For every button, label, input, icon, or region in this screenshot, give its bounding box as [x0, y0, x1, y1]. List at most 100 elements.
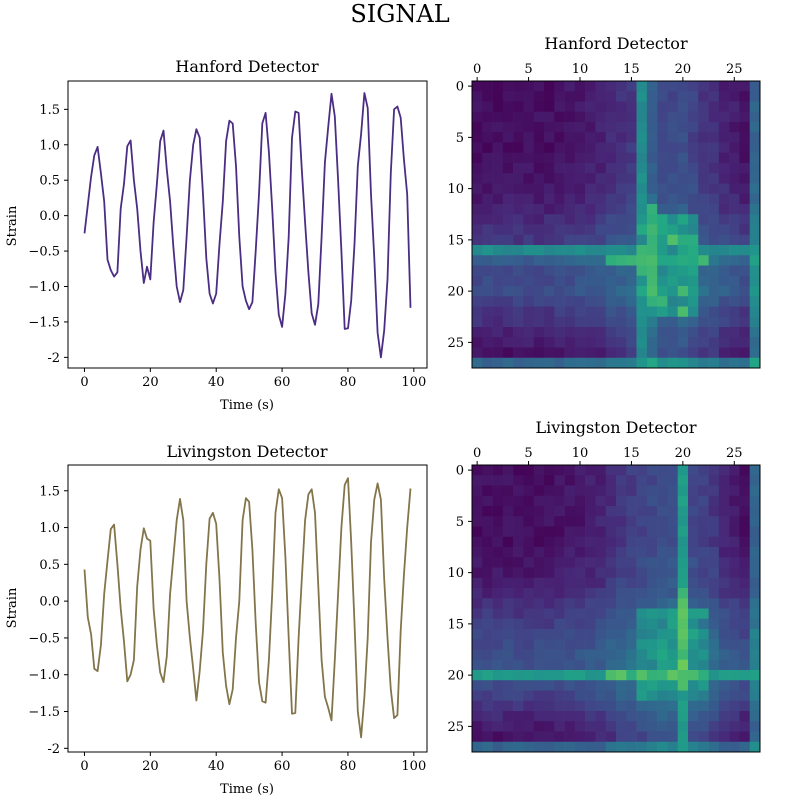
hanford-heatmap-cell	[657, 173, 668, 184]
livingston-heatmap-cell	[472, 547, 483, 558]
hanford-heatmap-cell	[708, 255, 720, 266]
hanford-heatmap-cell	[677, 327, 689, 338]
hanford-heatmap-cell	[646, 142, 658, 154]
livingston-heatmap-cell	[718, 588, 730, 599]
hanford-heatmap-cell	[595, 111, 607, 123]
hanford-heatmap-cell	[574, 337, 586, 348]
livingston-heatmap-cell	[657, 465, 668, 476]
hanford-heatmap-cell	[544, 91, 555, 102]
livingston-heatmap-cell	[739, 577, 751, 589]
hanford-heatmap-cell	[595, 122, 607, 133]
hanford-heatmap-cell	[688, 337, 699, 348]
livingston-heatmap-cell	[677, 485, 689, 497]
livingston-heatmap-cell	[739, 506, 751, 517]
hanford-heatmap-cell	[502, 224, 514, 236]
livingston-line-ylabel: Strain	[5, 587, 20, 628]
livingston-heatmap-cell	[667, 608, 679, 620]
hanford-heatmap-cell	[708, 286, 720, 297]
livingston-heatmap-cell	[554, 659, 565, 671]
livingston-heatmap-cell	[616, 465, 627, 476]
livingston-heatmap-cell	[472, 741, 483, 753]
livingston-heatmap-cell	[595, 741, 607, 753]
hanford-heatmap-cell	[523, 101, 535, 113]
hanford-heatmap-cell	[574, 296, 586, 307]
livingston-heatmap-cell	[544, 700, 555, 712]
livingston-heatmap-cell	[698, 690, 709, 702]
hanford-heatmap-cell	[502, 173, 514, 184]
livingston-heatmap-cell	[729, 475, 740, 486]
hanford-heatmap-cell	[595, 81, 607, 92]
livingston-heatmap-cell	[605, 711, 617, 722]
hanford-heatmap-cell	[626, 316, 637, 328]
hanford-heatmap-cell	[472, 275, 483, 287]
hanford-heatmap-cell	[472, 327, 483, 338]
livingston-heatmap-cell	[646, 618, 658, 630]
hanford-heatmap-cell	[616, 224, 627, 236]
livingston-heatmap-cell	[502, 629, 514, 640]
livingston-heatmap-cell	[688, 506, 699, 517]
hanford-heatmap-cell	[533, 306, 545, 318]
hanford-heatmap-cell	[605, 245, 617, 256]
hanford-heatmap-cell	[729, 163, 740, 174]
livingston-heatmap-cell	[544, 618, 555, 630]
hanford-heatmap-cell	[513, 214, 524, 225]
livingston-heatmap-cell	[698, 629, 709, 640]
livingston-heatmap-cell	[482, 465, 493, 476]
livingston-heatmap-cell	[657, 547, 668, 558]
hanford-heatmap-cell	[605, 173, 617, 184]
livingston-heatmap-cell	[544, 670, 555, 681]
livingston-heatmap-cell	[574, 475, 586, 486]
hanford-heatmap-cell	[513, 183, 524, 195]
livingston-heatmap-cell	[523, 690, 535, 702]
hanford-line-xlabel: Time (s)	[220, 398, 274, 413]
livingston-heatmap-cell	[749, 526, 761, 538]
livingston-heatmap-cell	[595, 557, 607, 568]
hanford-heatmap-axes-frame	[471, 80, 761, 369]
hanford-heatmap-cell	[513, 224, 524, 236]
hanford-heatmap-cell	[636, 275, 648, 287]
hanford-heatmap-cell	[626, 224, 637, 236]
livingston-heatmap-cell	[482, 618, 493, 630]
livingston-heatmap-cell	[739, 639, 751, 650]
hanford-heatmap-cell	[718, 204, 730, 215]
livingston-heatmap-cell	[492, 741, 504, 753]
hanford-heatmap-cell	[585, 286, 596, 297]
hanford-heatmap-cell	[739, 111, 751, 123]
hanford-heatmap-cell	[523, 163, 535, 174]
hanford-heatmap-cell	[513, 286, 524, 297]
hanford-heatmap-cell	[739, 255, 751, 266]
hanford-heatmap-cell	[749, 357, 761, 369]
livingston-heatmap-cell	[698, 516, 709, 527]
hanford-heatmap-cell	[472, 224, 483, 236]
hanford-heatmap-cell	[554, 173, 565, 184]
hanford-heatmap-cell	[585, 193, 596, 205]
hanford-heatmap-cell	[544, 306, 555, 318]
hanford-heatmap-cell	[554, 327, 565, 338]
livingston-heatmap-cell	[718, 577, 730, 589]
hanford-heatmap-cell	[544, 163, 555, 174]
hanford-heatmap-cell	[626, 357, 637, 369]
hanford-heatmap-cell	[636, 122, 648, 133]
hanford-heatmap-cell	[729, 193, 740, 205]
livingston-heatmap-cell	[595, 649, 607, 661]
livingston-heatmap-cell	[554, 506, 565, 517]
hanford-heatmap-cell	[554, 337, 565, 348]
hanford-heatmap-cell	[502, 204, 514, 215]
hanford-line-ytick-label: -2	[47, 351, 60, 366]
hanford-heatmap-cell	[523, 347, 535, 359]
livingston-heatmap-cell	[729, 465, 740, 476]
livingston-heatmap-cell	[605, 649, 617, 661]
hanford-heatmap-cell	[667, 306, 679, 318]
hanford-heatmap-cell	[636, 204, 648, 215]
hanford-heatmap-cell	[492, 337, 504, 348]
livingston-heatmap-cell	[523, 618, 535, 630]
livingston-heatmap-cell	[585, 608, 596, 620]
hanford-heatmap-cell	[667, 275, 679, 287]
livingston-heatmap-cell	[544, 577, 555, 589]
livingston-heatmap-cell	[636, 547, 648, 558]
livingston-heatmap-cell	[595, 465, 607, 476]
livingston-heatmap-cell	[616, 577, 627, 589]
hanford-heatmap-cell	[564, 316, 576, 328]
livingston-heatmap-cell	[533, 670, 545, 681]
livingston-heatmap-cell	[749, 506, 761, 517]
